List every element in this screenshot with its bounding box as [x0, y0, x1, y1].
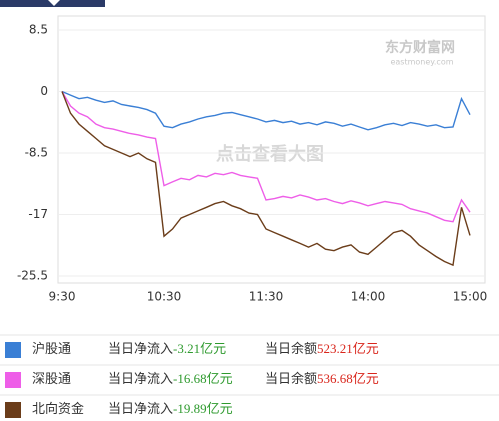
legend-label: 北向资金	[32, 401, 84, 416]
plot-frame	[57, 15, 486, 284]
net-inflow-value: -19.89亿元	[173, 401, 233, 416]
net-inflow-label: 当日净流入	[108, 371, 173, 386]
net-inflow-value: -3.21亿元	[173, 341, 226, 356]
legend-swatch	[5, 402, 21, 418]
legend-label: 深股通	[32, 371, 71, 386]
series-line	[61, 91, 471, 223]
y-tick-label: 8.5	[29, 23, 48, 37]
legend-swatch	[5, 372, 21, 388]
x-tick-label: 11:30	[249, 290, 284, 304]
balance-value: 523.21亿元	[317, 341, 379, 356]
watermark-logo: 东方财富网	[385, 39, 455, 56]
net-inflow: 当日净流入-19.89亿元	[108, 401, 233, 416]
balance-label: 当日余额	[265, 371, 317, 386]
balance: 当日余额523.21亿元	[265, 341, 379, 356]
legend-label: 沪股通	[32, 341, 71, 356]
y-tick-label: 0	[40, 84, 48, 98]
series-line	[61, 91, 471, 267]
y-tick-label: -25.5	[17, 269, 48, 283]
tab-caret	[48, 0, 60, 6]
watermark-text: 点击查看大图	[216, 143, 324, 165]
x-tick-label: 9:30	[49, 290, 76, 304]
y-tick-label: -17	[28, 207, 48, 221]
balance-value: 536.68亿元	[317, 371, 379, 386]
net-inflow: 当日净流入-16.68亿元	[108, 371, 233, 386]
balance: 当日余额536.68亿元	[265, 371, 379, 386]
net-inflow-value: -16.68亿元	[173, 371, 233, 386]
x-tick-label: 10:30	[147, 290, 182, 304]
x-tick-label: 15:00	[453, 290, 488, 304]
balance-label: 当日余额	[265, 341, 317, 356]
net-inflow-label: 当日净流入	[108, 341, 173, 356]
series-line	[61, 90, 471, 131]
y-tick-label: -8.5	[25, 146, 48, 160]
net-inflow: 当日净流入-3.21亿元	[108, 341, 226, 356]
net-inflow-label: 当日净流入	[108, 401, 173, 416]
x-tick-label: 14:00	[351, 290, 386, 304]
watermark-url: eastmoney.com	[390, 58, 453, 67]
legend-swatch	[5, 342, 21, 358]
